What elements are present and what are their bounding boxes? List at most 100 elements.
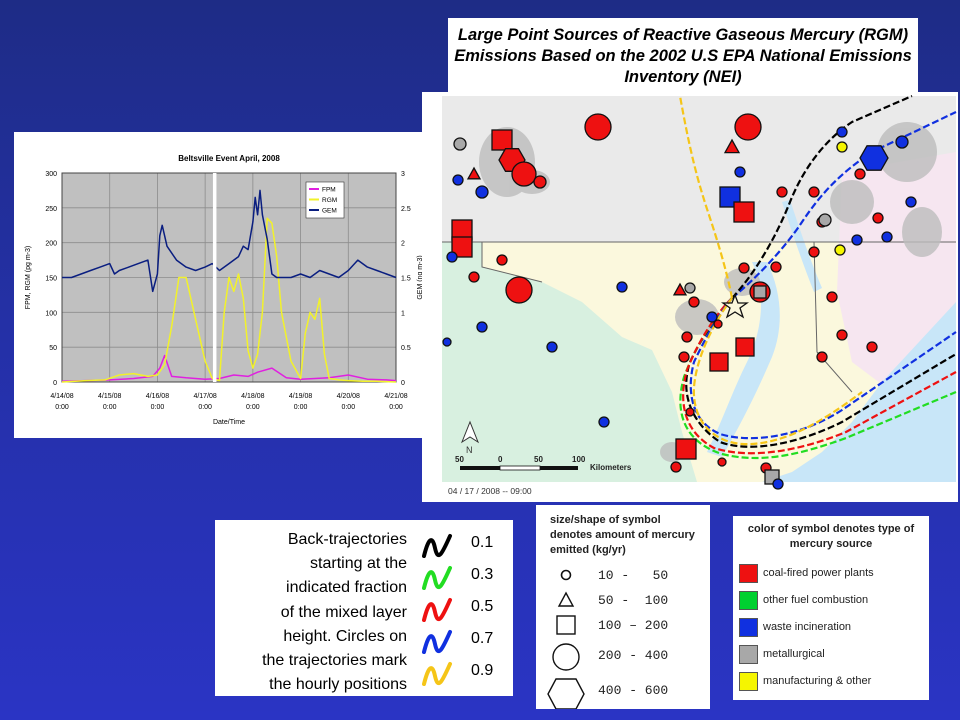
hexagon-icon: [547, 678, 585, 709]
source-circle-icon: [738, 262, 750, 274]
scale-tick: 100: [572, 455, 586, 464]
source-circle-icon: [816, 351, 828, 363]
virginia-region: [442, 242, 697, 482]
y-left-tick-label: 0: [53, 380, 57, 387]
metallurgical-swatch: [739, 645, 758, 664]
coal-swatch: [739, 564, 758, 583]
y-right-tick-label: 1.5: [401, 276, 411, 283]
y-left-tick-label: 50: [49, 345, 57, 352]
map-timestamp: 04 / 17 / 2008 -- 09:00: [448, 486, 532, 496]
source-square-icon: [753, 285, 767, 299]
x-tick-label: 0:00: [341, 404, 355, 411]
trajectory-0-1-line-icon: [422, 534, 452, 558]
chart-title: Beltsville Event April, 2008: [178, 154, 280, 163]
source-circle-icon: [685, 407, 695, 417]
scale-tick: 0: [498, 455, 503, 464]
color-legend-title: color of symbol denotes type of mercury …: [747, 523, 915, 550]
atlantic-water: [762, 302, 956, 482]
back-trajectory-line: [682, 297, 957, 455]
source-circle-icon: [713, 319, 723, 329]
source-square-icon: [735, 337, 755, 357]
trajectory-0-9-line-icon: [422, 662, 452, 686]
source-circle-icon: [834, 244, 846, 256]
source-circle-icon: [818, 213, 832, 227]
y-left-tick-label: 300: [45, 171, 57, 178]
y-right-axis-label: GEM (ng m-3): [417, 255, 424, 299]
source-circle-icon: [598, 416, 610, 428]
source-square-icon: [733, 201, 755, 223]
source-circle-icon: [772, 478, 784, 490]
x-tick-label: 4/20/08: [337, 393, 360, 400]
source-circle-icon: [717, 457, 727, 467]
source-square-icon: [491, 129, 513, 151]
size-range: 400 - 600: [598, 683, 669, 698]
size-legend-title: size/shape of symbol denotes amount of m…: [550, 514, 695, 556]
trajectory-value: 0.1: [471, 534, 494, 551]
y-right-tick-label: 1: [401, 310, 405, 317]
x-tick-label: 4/17/08: [193, 393, 216, 400]
scale-tick: 50: [534, 455, 543, 464]
legend-label: RGM: [322, 197, 337, 204]
y-left-tick-label: 150: [45, 276, 57, 283]
y-right-tick-label: 3: [401, 171, 405, 178]
emissions-map: N 50 0 50 100 Kilometers 04 / 17 / 2008 …: [442, 94, 957, 496]
source-circle-icon: [505, 276, 533, 304]
delaware-river: [782, 200, 822, 292]
chart-panel: 0 50 100 150 200 250 300 0 0.5 1 1.5 2 2.5 3 4/14/08 0:…: [14, 132, 432, 438]
back-trajectory-line: [678, 95, 734, 299]
back-trajectory-line: [685, 297, 957, 448]
chesapeake-bay: [707, 262, 780, 457]
trajectory-description-line: starting at the: [310, 555, 407, 573]
x-tick-label: 4/15/08: [98, 393, 121, 400]
y-right-tick-label: 0.5: [401, 345, 411, 352]
trajectory-description: Back-trajectories starting at the indica…: [223, 528, 407, 697]
y-right-tick-label: 0: [401, 380, 405, 387]
color-label: waste incineration: [763, 621, 852, 633]
triangle-icon: [557, 591, 575, 607]
source-circle-icon: [453, 137, 467, 151]
x-tick-label: 4/21/08: [384, 393, 407, 400]
trajectory-description-line: of the mixed layer: [280, 603, 407, 621]
other-fuel-swatch: [739, 591, 758, 610]
source-circle-icon: [446, 251, 458, 263]
trajectory-value: 0.3: [471, 566, 494, 583]
source-circle-icon: [684, 282, 696, 294]
source-circle-icon: [496, 254, 508, 266]
trajectory-0-7-line-icon: [422, 630, 452, 654]
x-tick-label: 0:00: [389, 404, 403, 411]
large-circle-icon: [552, 643, 580, 671]
back-trajectory-line: [679, 297, 957, 460]
legend-label: GEM: [322, 208, 337, 215]
trajectory-description-line: height. Circles on: [283, 627, 407, 645]
source-circle-icon: [681, 331, 693, 343]
trajectory-layer: [678, 94, 957, 460]
source-square-icon: [451, 236, 473, 258]
size-range: 10 - 50: [598, 568, 669, 583]
source-circle-icon: [872, 212, 884, 224]
y-left-tick-label: 200: [45, 241, 57, 248]
trajectory-value: 0.5: [471, 598, 494, 615]
source-circle-icon: [616, 281, 628, 293]
source-circle-icon: [670, 461, 682, 473]
source-circle-icon: [533, 175, 547, 189]
x-tick-label: 4/19/08: [289, 393, 312, 400]
figure-title-text: Large Point Sources of Reactive Gaseous …: [454, 25, 912, 86]
state-border: [813, 241, 853, 393]
waste-swatch: [739, 618, 758, 637]
source-square-icon: [675, 438, 697, 460]
back-trajectory-line: [692, 297, 863, 446]
back-trajectory-line: [731, 94, 913, 299]
map-panel: N 50 0 50 100 Kilometers 04 / 17 / 2008 …: [422, 92, 958, 502]
source-circle-icon: [836, 329, 848, 341]
x-tick-label: 4/16/08: [146, 393, 169, 400]
trajectory-swatches: [422, 534, 452, 686]
source-circle-icon: [706, 311, 718, 323]
source-circle-icon: [776, 186, 788, 198]
trajectory-description-line: Back-trajectories: [287, 531, 407, 548]
scale-bar: [460, 465, 578, 471]
scale-unit: Kilometers: [590, 463, 632, 472]
source-circle-icon: [511, 161, 537, 187]
source-circle-icon: [905, 196, 917, 208]
source-circle-icon: [734, 166, 746, 178]
north-arrow-icon: [460, 420, 480, 444]
